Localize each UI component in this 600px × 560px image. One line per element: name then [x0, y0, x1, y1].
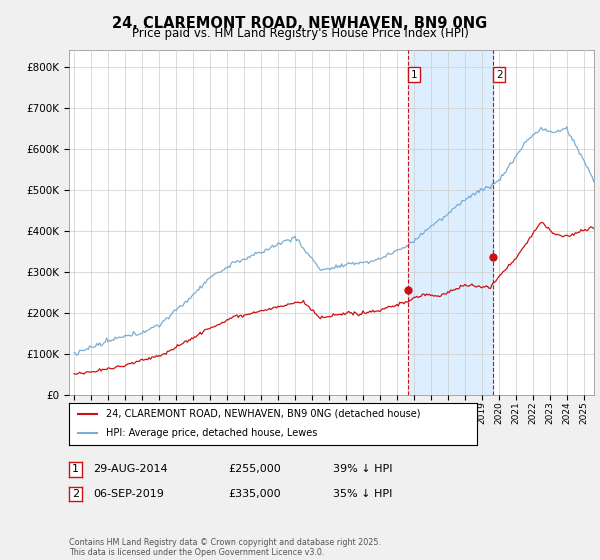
Text: 1: 1 — [410, 69, 417, 80]
Text: 2: 2 — [496, 69, 503, 80]
Text: Price paid vs. HM Land Registry's House Price Index (HPI): Price paid vs. HM Land Registry's House … — [131, 27, 469, 40]
Text: Contains HM Land Registry data © Crown copyright and database right 2025.
This d: Contains HM Land Registry data © Crown c… — [69, 538, 381, 557]
Bar — [408, 50, 493, 395]
Text: 06-SEP-2019: 06-SEP-2019 — [93, 489, 164, 499]
Text: 29-AUG-2014: 29-AUG-2014 — [93, 464, 167, 474]
Text: 2: 2 — [72, 489, 79, 499]
Text: 35% ↓ HPI: 35% ↓ HPI — [333, 489, 392, 499]
Text: 39% ↓ HPI: 39% ↓ HPI — [333, 464, 392, 474]
Text: £335,000: £335,000 — [228, 489, 281, 499]
Text: £255,000: £255,000 — [228, 464, 281, 474]
Text: 24, CLAREMONT ROAD, NEWHAVEN, BN9 0NG: 24, CLAREMONT ROAD, NEWHAVEN, BN9 0NG — [112, 16, 488, 31]
Text: 1: 1 — [72, 464, 79, 474]
Text: 24, CLAREMONT ROAD, NEWHAVEN, BN9 0NG (detached house): 24, CLAREMONT ROAD, NEWHAVEN, BN9 0NG (d… — [106, 409, 420, 419]
Text: HPI: Average price, detached house, Lewes: HPI: Average price, detached house, Lewe… — [106, 428, 317, 438]
